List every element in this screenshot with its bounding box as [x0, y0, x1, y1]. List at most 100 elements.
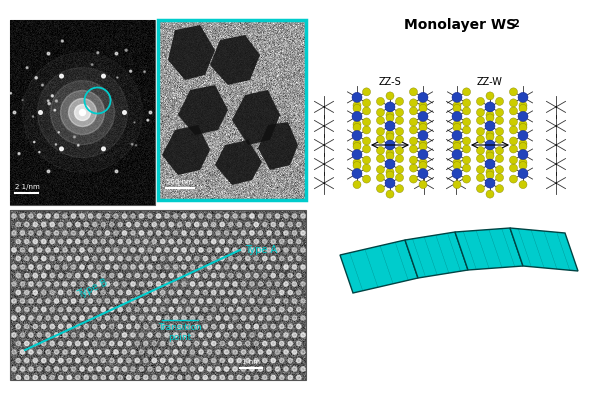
Circle shape [63, 282, 67, 286]
Circle shape [496, 116, 503, 124]
Circle shape [263, 358, 267, 363]
Circle shape [92, 273, 97, 278]
Circle shape [143, 290, 148, 295]
Text: Type B: Type B [76, 277, 109, 300]
Circle shape [296, 375, 301, 380]
Circle shape [418, 112, 428, 122]
Circle shape [463, 88, 470, 96]
Circle shape [161, 307, 165, 312]
Circle shape [509, 156, 517, 164]
Circle shape [254, 256, 259, 261]
Circle shape [233, 367, 237, 371]
Circle shape [169, 324, 173, 329]
Circle shape [496, 174, 503, 182]
Circle shape [114, 350, 118, 354]
Circle shape [25, 222, 29, 227]
Circle shape [127, 239, 131, 244]
Circle shape [97, 231, 101, 235]
Circle shape [267, 265, 271, 269]
Circle shape [352, 92, 362, 102]
Polygon shape [232, 90, 280, 145]
Circle shape [271, 341, 275, 346]
Circle shape [135, 273, 139, 278]
Circle shape [418, 92, 428, 102]
Circle shape [46, 350, 50, 354]
Circle shape [182, 299, 186, 303]
Circle shape [352, 168, 362, 178]
Circle shape [216, 333, 220, 337]
Circle shape [496, 146, 503, 154]
Circle shape [71, 265, 76, 269]
Circle shape [190, 350, 194, 354]
Circle shape [476, 185, 484, 193]
Circle shape [182, 265, 186, 269]
Circle shape [71, 282, 76, 286]
Circle shape [114, 248, 118, 252]
Circle shape [169, 290, 173, 295]
Circle shape [376, 154, 385, 162]
Circle shape [16, 290, 20, 295]
Circle shape [178, 307, 182, 312]
Circle shape [169, 239, 173, 244]
Circle shape [122, 214, 127, 218]
Circle shape [241, 367, 246, 371]
Circle shape [485, 102, 495, 112]
Circle shape [178, 222, 182, 227]
Circle shape [292, 265, 296, 269]
Circle shape [208, 350, 212, 354]
Circle shape [280, 239, 284, 244]
Circle shape [395, 166, 404, 174]
Circle shape [292, 282, 296, 286]
Circle shape [161, 375, 165, 380]
Circle shape [37, 282, 42, 286]
Circle shape [37, 231, 42, 235]
Circle shape [29, 367, 33, 371]
Circle shape [292, 231, 296, 235]
Circle shape [386, 168, 394, 176]
Circle shape [186, 324, 190, 329]
Circle shape [275, 299, 280, 303]
Polygon shape [162, 125, 210, 175]
Circle shape [203, 273, 208, 278]
Circle shape [41, 256, 46, 261]
Circle shape [199, 248, 203, 252]
Circle shape [143, 341, 148, 346]
Circle shape [37, 316, 42, 320]
Circle shape [229, 375, 233, 380]
Circle shape [22, 100, 23, 101]
Circle shape [84, 239, 88, 244]
Circle shape [41, 324, 46, 329]
Circle shape [106, 333, 110, 337]
Circle shape [254, 239, 259, 244]
Circle shape [409, 175, 418, 183]
Circle shape [292, 333, 296, 337]
Circle shape [118, 375, 122, 380]
Circle shape [169, 341, 173, 346]
Circle shape [229, 341, 233, 346]
Circle shape [301, 316, 305, 320]
Circle shape [110, 307, 114, 312]
Circle shape [84, 256, 88, 261]
Circle shape [288, 341, 292, 346]
Circle shape [59, 222, 63, 227]
Circle shape [194, 290, 199, 295]
Circle shape [496, 185, 503, 193]
Circle shape [25, 273, 29, 278]
Circle shape [280, 375, 284, 380]
Circle shape [178, 341, 182, 346]
Circle shape [463, 126, 470, 134]
Circle shape [296, 273, 301, 278]
Circle shape [519, 102, 527, 110]
Circle shape [452, 112, 462, 122]
Circle shape [395, 154, 404, 162]
Circle shape [173, 367, 178, 371]
Circle shape [182, 350, 186, 354]
Circle shape [419, 142, 427, 150]
Circle shape [122, 299, 127, 303]
Circle shape [110, 239, 114, 244]
Circle shape [212, 256, 216, 261]
Circle shape [80, 214, 84, 218]
Circle shape [186, 256, 190, 261]
Circle shape [409, 118, 418, 126]
Text: ZZ-S: ZZ-S [379, 77, 401, 87]
